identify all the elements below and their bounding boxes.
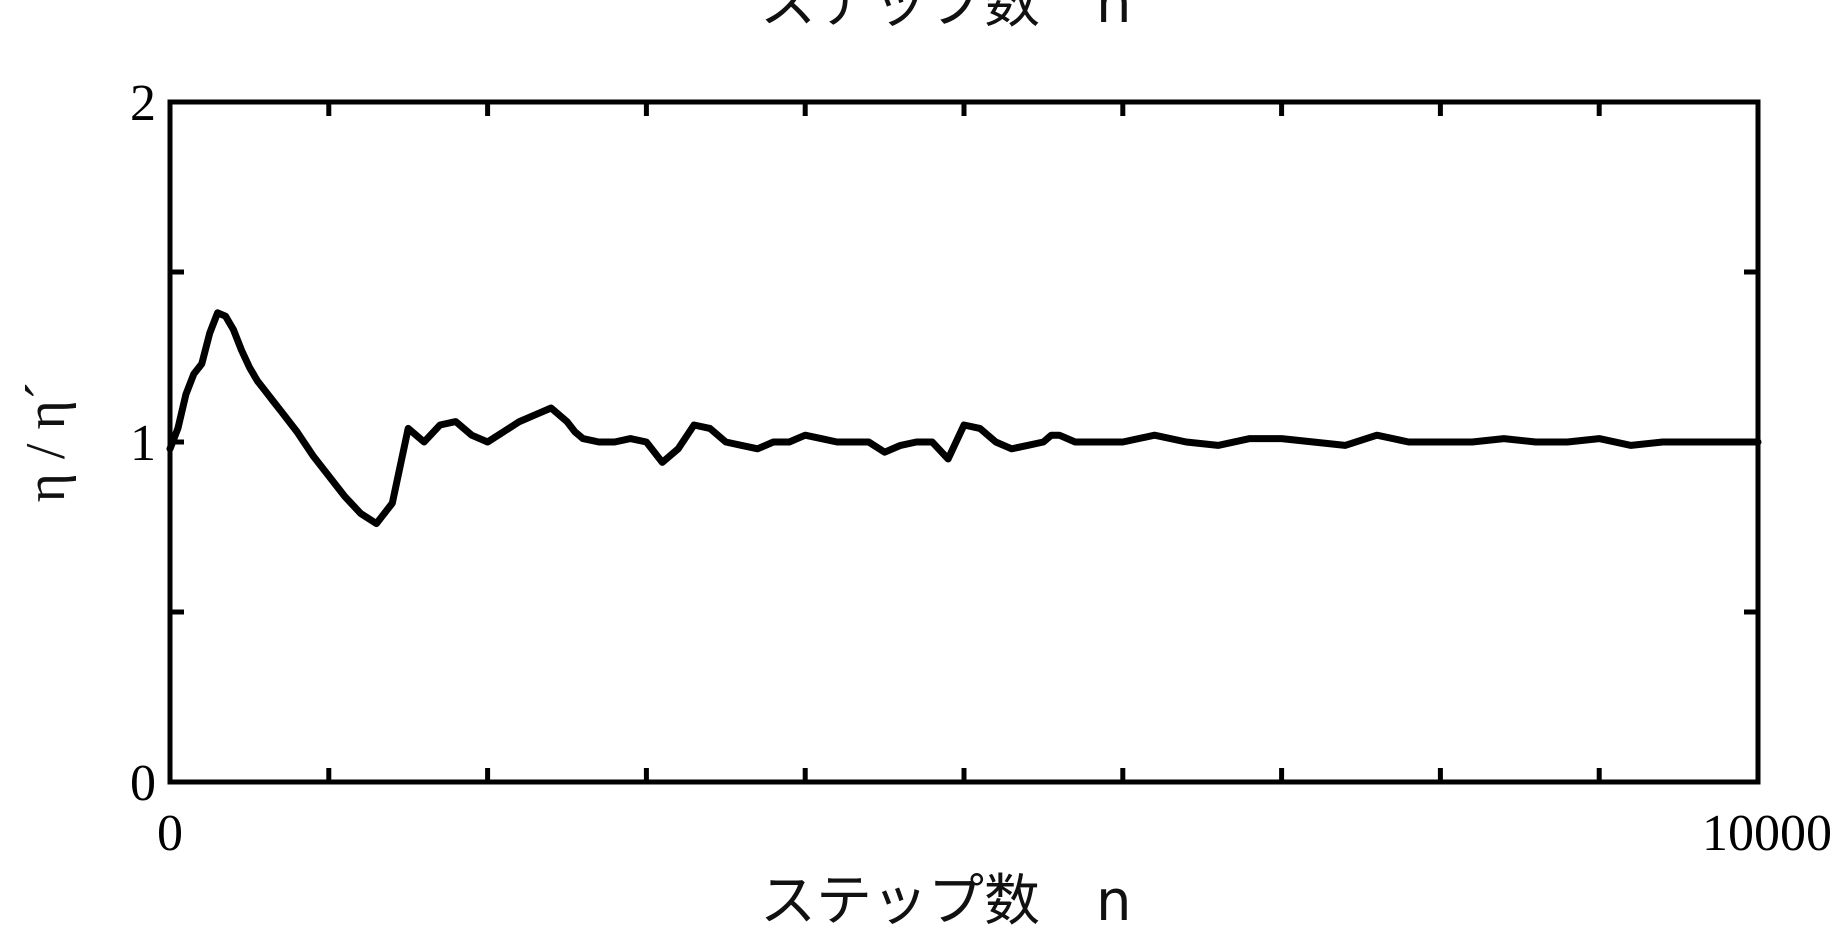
x-axis-title: ステップ数 n	[760, 869, 1132, 934]
y-tick-label-2: 2	[130, 75, 156, 132]
y-tick-label-1: 1	[130, 415, 156, 472]
series-group	[166, 309, 1762, 528]
tick-labels: 0 10000 0 1 2	[130, 75, 1832, 862]
top-caption: ステップ数 n	[760, 0, 1132, 36]
series-line-0	[166, 309, 1762, 528]
y-tick-label-0: 0	[130, 755, 156, 812]
x-tick-label-1: 10000	[1702, 805, 1832, 862]
y-axis-title: η / η´	[15, 382, 77, 503]
x-tick-label-0: 0	[157, 805, 183, 862]
